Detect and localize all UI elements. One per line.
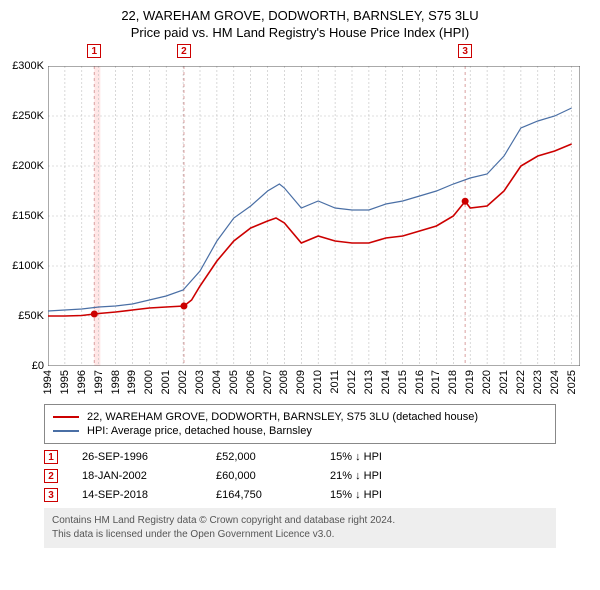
sale-hpi-delta: 15% ↓ HPI <box>330 451 430 463</box>
y-tick-label: £150K <box>12 210 48 222</box>
sale-date: 26-SEP-1996 <box>82 451 192 463</box>
chart-plot-area: £0£50K£100K£150K£200K£250K£300K199419951… <box>48 66 580 366</box>
sale-callout: 1 <box>87 44 101 58</box>
y-tick-label: £250K <box>12 110 48 122</box>
x-tick-label: 2013 <box>363 370 375 394</box>
chart-title: 22, WAREHAM GROVE, DODWORTH, BARNSLEY, S… <box>10 8 590 23</box>
x-tick-label: 2012 <box>346 370 358 394</box>
x-tick-label: 2015 <box>397 370 409 394</box>
chart-subtitle: Price paid vs. HM Land Registry's House … <box>10 25 590 40</box>
x-tick-label: 2025 <box>566 370 578 394</box>
sale-row: 1 26-SEP-1996 £52,000 15% ↓ HPI <box>44 450 556 464</box>
x-tick-label: 2000 <box>143 370 155 394</box>
legend-row: HPI: Average price, detached house, Barn… <box>53 425 547 437</box>
footer-line: This data is licensed under the Open Gov… <box>52 528 548 542</box>
y-tick-label: £100K <box>12 260 48 272</box>
x-tick-label: 2024 <box>549 370 561 394</box>
legend-swatch <box>53 416 79 418</box>
x-tick-label: 1999 <box>126 370 138 394</box>
sale-date: 14-SEP-2018 <box>82 489 192 501</box>
legend-row: 22, WAREHAM GROVE, DODWORTH, BARNSLEY, S… <box>53 411 547 423</box>
legend-label: 22, WAREHAM GROVE, DODWORTH, BARNSLEY, S… <box>87 411 478 423</box>
attribution-footer: Contains HM Land Registry data © Crown c… <box>44 508 556 548</box>
y-tick-label: £300K <box>12 60 48 72</box>
sale-hpi-delta: 21% ↓ HPI <box>330 470 430 482</box>
sale-marker-badge: 2 <box>44 469 58 483</box>
sale-hpi-delta: 15% ↓ HPI <box>330 489 430 501</box>
x-tick-label: 2004 <box>211 370 223 394</box>
x-tick-label: 2020 <box>481 370 493 394</box>
x-tick-label: 2008 <box>278 370 290 394</box>
x-tick-label: 2021 <box>498 370 510 394</box>
x-tick-label: 2011 <box>329 370 341 394</box>
x-tick-label: 1998 <box>110 370 122 394</box>
sale-price: £60,000 <box>216 470 306 482</box>
x-tick-label: 2001 <box>160 370 172 394</box>
sale-dot <box>91 311 98 318</box>
sale-row: 3 14-SEP-2018 £164,750 15% ↓ HPI <box>44 488 556 502</box>
sale-marker-badge: 3 <box>44 488 58 502</box>
sale-price: £164,750 <box>216 489 306 501</box>
x-tick-label: 1996 <box>76 370 88 394</box>
x-tick-label: 2005 <box>228 370 240 394</box>
legend: 22, WAREHAM GROVE, DODWORTH, BARNSLEY, S… <box>44 404 556 444</box>
chart-container: 22, WAREHAM GROVE, DODWORTH, BARNSLEY, S… <box>0 0 600 558</box>
x-tick-label: 1995 <box>59 370 71 394</box>
x-tick-label: 2017 <box>430 370 442 394</box>
sale-date: 18-JAN-2002 <box>82 470 192 482</box>
sale-dot <box>462 198 469 205</box>
legend-swatch <box>53 430 79 432</box>
footer-line: Contains HM Land Registry data © Crown c… <box>52 514 548 528</box>
chart-svg <box>48 66 580 366</box>
title-block: 22, WAREHAM GROVE, DODWORTH, BARNSLEY, S… <box>10 8 590 40</box>
x-tick-label: 2018 <box>447 370 459 394</box>
y-tick-label: £50K <box>18 310 48 322</box>
x-tick-label: 2007 <box>262 370 274 394</box>
sale-callout: 3 <box>458 44 472 58</box>
x-tick-label: 1997 <box>93 370 105 394</box>
x-tick-label: 2023 <box>532 370 544 394</box>
sale-marker-badge: 1 <box>44 450 58 464</box>
x-tick-label: 2009 <box>295 370 307 394</box>
legend-label: HPI: Average price, detached house, Barn… <box>87 425 312 437</box>
sale-price: £52,000 <box>216 451 306 463</box>
sale-dot <box>180 303 187 310</box>
x-tick-label: 2003 <box>194 370 206 394</box>
x-tick-label: 2016 <box>414 370 426 394</box>
sales-table: 1 26-SEP-1996 £52,000 15% ↓ HPI 2 18-JAN-2002… <box>44 450 556 502</box>
x-tick-label: 2014 <box>380 370 392 394</box>
sale-row: 2 18-JAN-2002 £60,000 21% ↓ HPI <box>44 469 556 483</box>
x-tick-label: 2002 <box>177 370 189 394</box>
x-tick-label: 2022 <box>515 370 527 394</box>
x-tick-label: 2010 <box>312 370 324 394</box>
y-tick-label: £200K <box>12 160 48 172</box>
x-tick-label: 2006 <box>245 370 257 394</box>
x-tick-label: 2019 <box>464 370 476 394</box>
x-tick-label: 1994 <box>42 370 54 394</box>
sale-callout: 2 <box>177 44 191 58</box>
